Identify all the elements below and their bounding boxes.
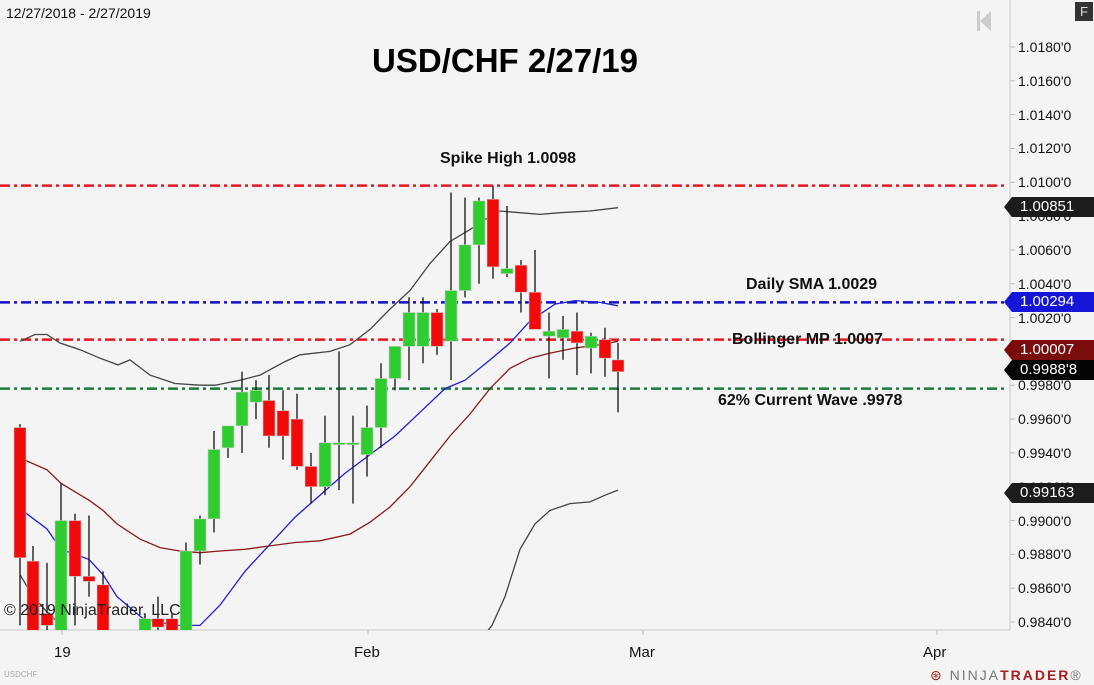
y-tick-label: 0.9880'0 [1018, 546, 1072, 563]
x-tick-label: 19 [54, 644, 71, 661]
y-tick-label: 1.0100'0 [1018, 174, 1072, 191]
y-tick-label: 1.0060'0 [1018, 241, 1072, 258]
annotation-daily-sma: Daily SMA 1.0029 [746, 276, 878, 293]
candle[interactable] [346, 442, 360, 446]
y-tick-label: 1.0140'0 [1018, 106, 1072, 123]
candle[interactable] [96, 584, 110, 639]
y-tick-label: 1.0160'0 [1018, 72, 1072, 89]
candle[interactable] [611, 359, 625, 373]
candle[interactable] [207, 449, 221, 520]
candle[interactable] [82, 576, 96, 582]
skip-to-start-icon[interactable] [977, 11, 991, 31]
candle[interactable] [138, 618, 152, 631]
candle[interactable] [500, 268, 514, 274]
y-tick-label: 0.9940'0 [1018, 444, 1072, 461]
candle[interactable] [193, 518, 207, 552]
y-tick-label: 0.9960'0 [1018, 411, 1072, 428]
candle[interactable] [165, 618, 179, 631]
candle[interactable] [13, 427, 27, 559]
candle[interactable] [402, 312, 416, 347]
y-tick-label: 1.0020'0 [1018, 309, 1072, 326]
y-tick-label: 0.9860'0 [1018, 580, 1072, 597]
candle[interactable] [332, 442, 346, 446]
flag-button[interactable]: F [1075, 2, 1093, 21]
x-tick-label: Apr [923, 644, 947, 661]
candle[interactable] [68, 520, 82, 577]
y-tick-label: 1.0120'0 [1018, 140, 1072, 157]
candle[interactable] [26, 560, 40, 639]
candle[interactable] [444, 290, 458, 342]
candle[interactable] [416, 312, 430, 347]
candle[interactable] [151, 618, 165, 628]
candle[interactable] [262, 400, 276, 437]
candle[interactable] [235, 391, 249, 427]
candle[interactable] [374, 378, 388, 428]
chart-title: USD/CHF 2/27/19 [372, 42, 638, 79]
candle[interactable] [40, 613, 54, 626]
y-tick-label: 1.0180'0 [1018, 39, 1072, 55]
x-tick-label: Mar [629, 644, 655, 661]
ninjatrader-logo: ⊛ NINJATRADER® [930, 667, 1083, 683]
annotation-62-wave: 62% Current Wave .9978 [718, 392, 903, 409]
annotation-bollinger-mp: Bollinger MP 1.0007 [732, 331, 883, 348]
candle[interactable] [388, 346, 402, 379]
symbol-label: USDCHF [4, 670, 38, 679]
candle[interactable] [570, 330, 584, 344]
candle[interactable] [179, 550, 193, 630]
price-tag: 1.00851 [1004, 197, 1094, 218]
candle[interactable] [472, 200, 486, 246]
candle[interactable] [430, 312, 444, 347]
x-tick-label: Feb [354, 644, 380, 661]
candle[interactable] [486, 198, 500, 268]
candle[interactable] [221, 425, 235, 449]
annotation-spike-high: Spike High 1.0098 [440, 150, 577, 167]
price-tag: 1.00007 [1004, 340, 1094, 361]
y-tick-label: 0.9840'0 [1018, 614, 1072, 630]
candle[interactable] [304, 466, 318, 488]
candle[interactable] [276, 410, 290, 437]
candle[interactable] [598, 339, 612, 359]
y-tick-label: 0.9900'0 [1018, 512, 1072, 529]
y-tick-label: 0.9980'0 [1018, 377, 1072, 394]
candle[interactable] [290, 418, 304, 467]
price-tag: 0.99163 [1004, 482, 1094, 503]
candle[interactable] [458, 244, 472, 291]
candle[interactable] [528, 291, 542, 330]
candle[interactable] [249, 390, 263, 403]
logo-icon: ⊛ [930, 667, 950, 683]
candle[interactable] [556, 329, 570, 339]
y-tick-label: 1.0040'0 [1018, 275, 1072, 292]
price-tag: 1.00294 [1004, 291, 1094, 312]
candle[interactable] [584, 335, 598, 349]
price-tag: 0.9988'8 [1004, 360, 1094, 381]
candle[interactable] [514, 264, 528, 293]
candle[interactable] [54, 520, 68, 639]
candle[interactable] [542, 330, 556, 337]
candle[interactable] [360, 427, 374, 455]
date-range: 12/27/2018 - 2/27/2019 [6, 5, 151, 21]
candle[interactable] [318, 442, 332, 488]
copyright: © 2019 NinjaTrader, LLC [4, 602, 181, 619]
